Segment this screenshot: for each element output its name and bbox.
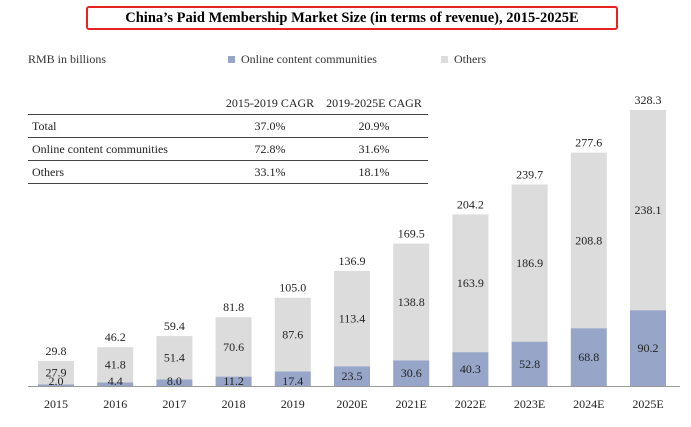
x-tick-label-2017: 2017 (162, 397, 186, 411)
x-tick-label-2023E: 2023E (514, 397, 545, 411)
data-label-total-2019: 105.0 (279, 281, 306, 295)
data-label-online-2019: 17.4 (282, 374, 303, 388)
bar-others-2016 (97, 347, 134, 383)
data-label-total-2023E: 239.7 (516, 167, 543, 181)
bar-others-2017 (156, 336, 193, 380)
data-label-others-2016: 41.8 (105, 358, 126, 372)
bar-others-2015 (38, 360, 74, 385)
data-label-others-2023E: 186.9 (516, 256, 543, 270)
bar-online-2018 (215, 376, 252, 386)
cagr-cell: 31.6% (320, 137, 428, 161)
bar-online-2020E (334, 366, 370, 386)
data-label-total-2020E: 136.9 (339, 254, 366, 268)
data-label-online-2016: 4.4 (108, 374, 123, 388)
cagr-cell: 18.1% (320, 160, 428, 184)
bar-others-2022E (452, 214, 489, 353)
bar-online-2022E (452, 352, 489, 386)
data-label-online-2023E: 52.8 (519, 357, 540, 371)
cagr-row-label: Others (28, 160, 220, 184)
chart-title: China’s Paid Membership Market Size (in … (125, 9, 579, 26)
legend-online: Online content communities (228, 52, 377, 67)
bar-others-2020E (334, 270, 370, 367)
cagr-cell: 33.1% (220, 160, 320, 184)
bar-others-2023E (511, 184, 548, 342)
x-tick-label-2018: 2018 (222, 397, 246, 411)
data-label-online-2017: 8.0 (167, 374, 182, 388)
data-label-others-2020E: 113.4 (339, 312, 366, 326)
x-tick-label-2016: 2016 (103, 397, 127, 411)
data-label-total-2025E: 328.3 (635, 93, 662, 107)
data-label-online-2015: 2.0 (49, 374, 64, 388)
bar-online-2023E (511, 341, 548, 386)
bar-online-2016 (97, 382, 134, 386)
bar-others-2021E (393, 243, 430, 361)
x-tick-label-2022E: 2022E (455, 397, 486, 411)
legend-others-label: Others (454, 52, 486, 66)
data-label-others-2025E: 238.1 (635, 203, 662, 217)
bar-online-2015 (38, 384, 74, 386)
bar-others-2024E (570, 152, 607, 329)
data-label-others-2024E: 208.8 (575, 233, 602, 247)
data-label-online-2018: 11.2 (223, 374, 244, 388)
x-tick-label-2025E: 2025E (632, 397, 663, 411)
data-label-others-2019: 87.6 (282, 328, 303, 342)
cagr-header-2019-2025: 2019-2025E CAGR (326, 95, 422, 110)
data-label-online-2022E: 40.3 (460, 362, 481, 376)
data-label-total-2021E: 169.5 (398, 227, 425, 241)
cagr-row-others: Others 33.1% 18.1% (28, 160, 428, 184)
bar-online-2025E (630, 310, 666, 386)
data-label-total-2016: 46.2 (105, 330, 126, 344)
cagr-row-online: Online content communities 72.8% 31.6% (28, 137, 428, 161)
bar-online-2024E (570, 328, 607, 386)
bar-others-2025E (630, 110, 666, 311)
legend-others: Others (441, 52, 486, 67)
data-label-online-2021E: 30.6 (401, 366, 422, 380)
cagr-header-2015-2019: 2015-2019 CAGR (225, 95, 315, 110)
data-label-total-2015: 29.8 (46, 344, 67, 358)
data-label-total-2018: 81.8 (223, 300, 244, 314)
data-label-online-2025E: 90.2 (638, 341, 659, 355)
cagr-row-total: Total 37.0% 20.9% (28, 114, 428, 138)
data-label-total-2017: 59.4 (164, 319, 185, 333)
data-label-others-2017: 51.4 (164, 351, 185, 365)
bar-others-2018 (215, 317, 252, 377)
cagr-cell: 37.0% (220, 114, 320, 138)
cagr-header-row: 2015-2019 CAGR 2019-2025E CAGR (28, 92, 428, 115)
data-label-online-2024E: 68.8 (578, 350, 599, 364)
cagr-table: 2015-2019 CAGR 2019-2025E CAGR Total 37.… (28, 92, 428, 184)
bar-others-2019 (274, 297, 311, 372)
data-label-total-2024E: 277.6 (575, 136, 602, 150)
data-label-others-2022E: 163.9 (457, 276, 484, 290)
x-tick-label-2015: 2015 (44, 397, 68, 411)
cagr-row-label: Online content communities (28, 137, 220, 161)
x-tick-label-2024E: 2024E (573, 397, 604, 411)
cagr-row-label: Total (28, 114, 220, 138)
chart-title-box: China’s Paid Membership Market Size (in … (86, 6, 618, 30)
legend-online-label: Online content communities (241, 52, 377, 66)
unit-label: RMB in billions (28, 52, 107, 66)
x-tick-label-2021E: 2021E (396, 397, 427, 411)
data-label-others-2015: 27.9 (46, 366, 67, 380)
x-tick-label-2019: 2019 (281, 397, 305, 411)
legend-online-swatch (228, 56, 235, 63)
cagr-cell: 72.8% (220, 137, 320, 161)
cagr-cell: 20.9% (320, 114, 428, 138)
data-label-others-2018: 70.6 (223, 340, 244, 354)
data-label-total-2022E: 204.2 (457, 197, 484, 211)
bar-online-2021E (393, 360, 430, 386)
data-label-online-2020E: 23.5 (342, 369, 363, 383)
x-tick-label-2020E: 2020E (336, 397, 367, 411)
data-label-others-2021E: 138.8 (398, 295, 425, 309)
bar-online-2019 (274, 371, 311, 386)
bar-online-2017 (156, 379, 193, 386)
legend-others-swatch (441, 56, 448, 63)
